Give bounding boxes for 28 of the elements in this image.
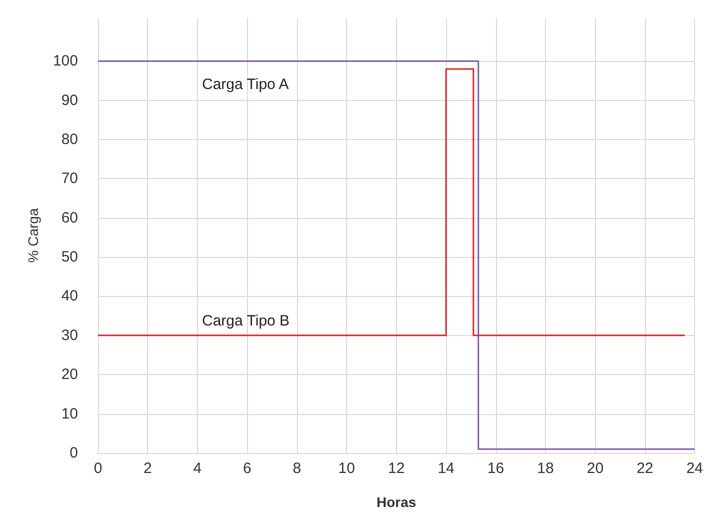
- x-tick-label: 18: [537, 460, 554, 477]
- x-tick-label: 24: [686, 460, 703, 477]
- y-tick-label: 40: [61, 288, 78, 305]
- x-tick-label: 20: [586, 460, 604, 477]
- y-tick-label: 80: [61, 130, 78, 148]
- x-tick-label: 0: [94, 460, 102, 477]
- y-tick-label: 50: [61, 248, 78, 266]
- x-tick-label: 16: [487, 460, 504, 477]
- y-axis-title: % Carga: [25, 208, 41, 263]
- y-tick-label: 60: [61, 209, 78, 226]
- y-tick-label: 90: [61, 92, 78, 109]
- x-tick-label: 4: [193, 460, 202, 477]
- y-tick-label: 30: [61, 326, 78, 344]
- series-label: Carga Tipo A: [202, 76, 289, 94]
- x-tick-label: 12: [388, 460, 405, 477]
- y-tick-label: 20: [61, 366, 78, 384]
- x-tick-label: 6: [242, 460, 252, 477]
- x-axis-title: Horas: [376, 494, 416, 510]
- x-tick-label: 10: [338, 460, 355, 477]
- y-tick-label: 70: [61, 170, 78, 188]
- y-tick-label: 10: [61, 405, 78, 422]
- x-tick-label: 22: [636, 460, 654, 477]
- x-tick-label: 2: [144, 460, 152, 477]
- series-label: Carga Tipo B: [202, 312, 290, 330]
- x-tick-label: 8: [292, 460, 302, 477]
- x-tick-label: 14: [438, 460, 454, 477]
- y-tick-label: 0: [70, 444, 78, 462]
- y-tick-label: 100: [52, 52, 78, 70]
